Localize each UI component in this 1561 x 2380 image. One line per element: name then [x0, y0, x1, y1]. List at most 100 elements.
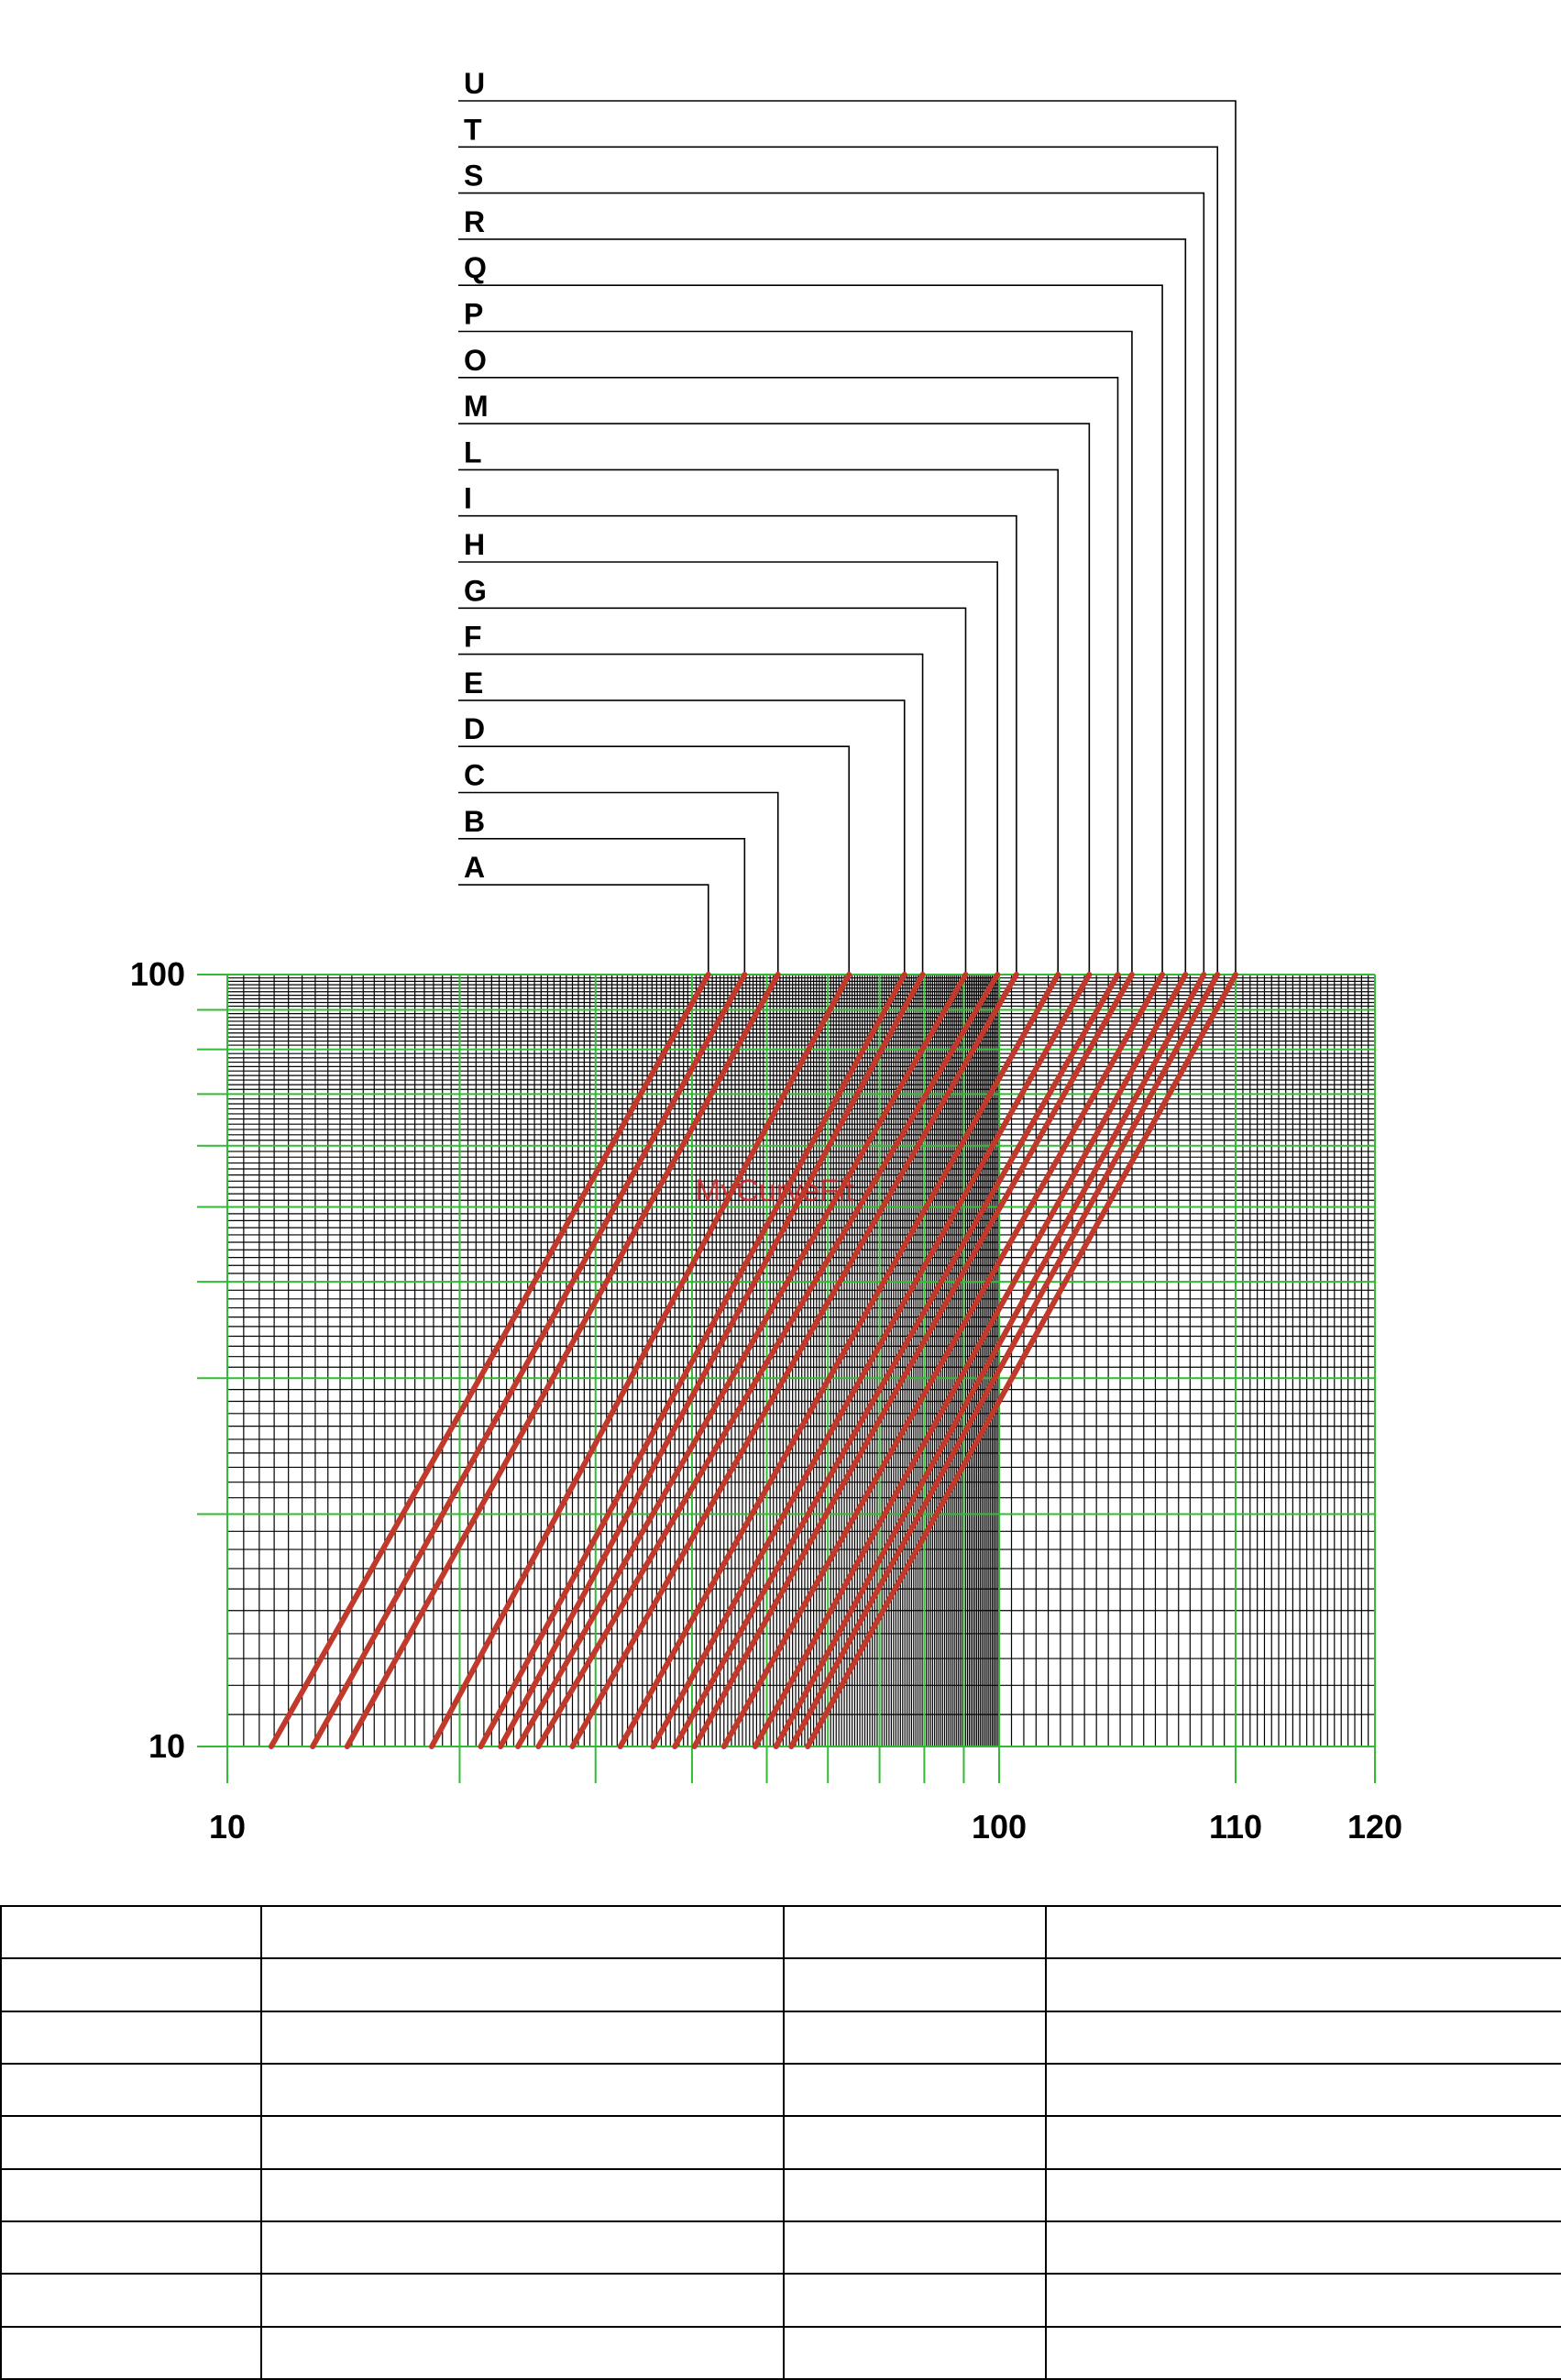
- series-line-O: [672, 972, 1121, 1749]
- series-line-F: [498, 972, 926, 1749]
- series-label-G: G: [464, 574, 487, 607]
- table-row: [0, 2010, 1561, 2065]
- series-label-I: I: [464, 482, 472, 515]
- table-cell: [260, 1957, 785, 2012]
- table-cell: [0, 2010, 262, 2065]
- leader-line-S: [458, 192, 1205, 975]
- series-line-B: [310, 972, 748, 1749]
- series-label-L: L: [464, 435, 482, 468]
- table-cell: [260, 2220, 785, 2275]
- series-label-B: B: [464, 805, 485, 838]
- series-line-U: [805, 972, 1238, 1749]
- series-label-F: F: [464, 621, 482, 654]
- leader-line-O: [458, 376, 1119, 975]
- series-label-U: U: [464, 67, 485, 100]
- table-cell: [260, 2010, 785, 2065]
- table-cell: [783, 1957, 1047, 2012]
- leader-line-L: [458, 468, 1059, 975]
- table-cell: [783, 2010, 1047, 2065]
- leader-line-U: [458, 100, 1237, 975]
- series-label-C: C: [464, 759, 485, 792]
- series-line-H: [535, 972, 1001, 1749]
- leader-line-P: [458, 330, 1133, 975]
- table-cell: [0, 2115, 262, 2170]
- series-label-Q: Q: [464, 251, 487, 284]
- table-cell: [783, 2167, 1047, 2222]
- leader-line-M: [458, 423, 1091, 975]
- series-line-I: [569, 972, 1019, 1749]
- table-cell: [0, 2062, 262, 2118]
- table-cell: [260, 2325, 785, 2380]
- table-cell: [783, 2220, 1047, 2275]
- series-lines: [268, 972, 1238, 1749]
- series-line-E: [478, 972, 907, 1749]
- leader-line-T: [458, 146, 1219, 975]
- series-line-S: [773, 972, 1207, 1749]
- x-tick-label: 110: [1209, 1808, 1262, 1846]
- y-tick-label: 10: [148, 1727, 185, 1765]
- table-row: [0, 1957, 1561, 2012]
- leader-line-F: [458, 653, 924, 975]
- chart-axes: 10 100 110 120 10 100: [130, 955, 1402, 1846]
- table-row: [0, 2220, 1561, 2275]
- series-line-T: [788, 972, 1221, 1749]
- series-line-Q: [720, 972, 1166, 1749]
- table-cell: [783, 2115, 1047, 2170]
- table-row: [0, 2325, 1561, 2380]
- table-cell: [0, 2325, 262, 2380]
- watermark-text: MyCurveFit: [695, 1173, 854, 1208]
- series-label-A: A: [464, 851, 485, 884]
- leader-line-D: [458, 745, 851, 975]
- table-cell: [260, 1904, 785, 1960]
- series-label-E: E: [464, 667, 483, 700]
- table-cell: [1045, 1904, 1561, 1960]
- leader-line-H: [458, 561, 998, 975]
- series-label-M: M: [464, 390, 489, 423]
- table-cell: [1045, 2167, 1561, 2222]
- table-cell: [783, 2325, 1047, 2380]
- table-cell: [0, 2220, 262, 2275]
- table-row: [0, 2115, 1561, 2170]
- series-line-M: [650, 972, 1093, 1749]
- x-tick-label: 120: [1347, 1808, 1402, 1846]
- series-label-S: S: [464, 160, 483, 193]
- series-line-G: [515, 972, 969, 1749]
- table-cell: [783, 2062, 1047, 2118]
- table-cell: [783, 2273, 1047, 2328]
- table-row: [0, 2273, 1561, 2328]
- table-row: [0, 1904, 1561, 1960]
- series-line-D: [428, 972, 852, 1749]
- table-cell: [260, 2273, 785, 2328]
- series-line-L: [617, 972, 1061, 1749]
- table-cell: [1045, 2325, 1561, 2380]
- leader-line-Q: [458, 284, 1163, 975]
- series-line-R: [752, 972, 1189, 1749]
- table-cell: [0, 2167, 262, 2222]
- table-cell: [1045, 2273, 1561, 2328]
- table-cell: [260, 2115, 785, 2170]
- x-tick-label: 10: [209, 1808, 246, 1846]
- chart: 10 100 110 120 10 100 MyCurveFit ABCDEFGHILMO…: [130, 67, 1402, 1846]
- table-cell: [1045, 1957, 1561, 2012]
- table-cell: [0, 1904, 262, 1960]
- leader-line-R: [458, 238, 1187, 975]
- series-label-H: H: [464, 528, 485, 561]
- leader-line-I: [458, 514, 1017, 975]
- leader-line-C: [458, 791, 779, 975]
- series-line-A: [268, 972, 711, 1749]
- y-tick-label: 100: [130, 955, 185, 993]
- leader-line-A: [458, 884, 709, 975]
- series-line-P: [691, 972, 1135, 1749]
- series-line-C: [344, 972, 781, 1749]
- table-row: [0, 2167, 1561, 2222]
- table-cell: [1045, 2115, 1561, 2170]
- table-row: [0, 2062, 1561, 2118]
- table-cell: [0, 1957, 262, 2012]
- leader-line-G: [458, 607, 967, 975]
- series-label-T: T: [464, 113, 482, 146]
- table-cell: [1045, 2220, 1561, 2275]
- leader-line-B: [458, 837, 746, 975]
- table-cell: [260, 2167, 785, 2222]
- series-label-D: D: [464, 712, 485, 745]
